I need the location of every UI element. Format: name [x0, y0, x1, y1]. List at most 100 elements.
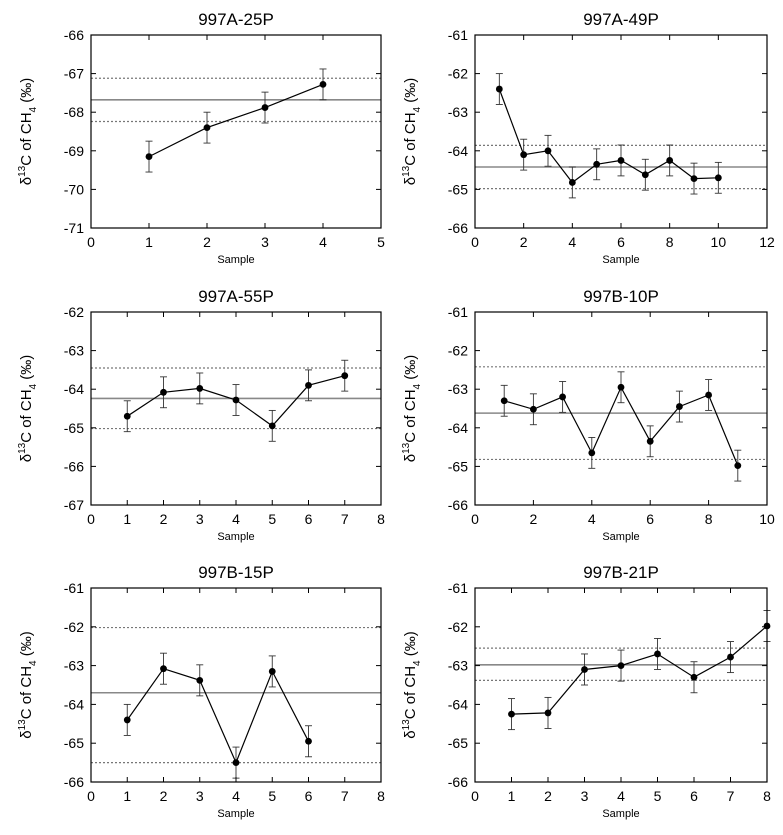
y-tick-label: -70 — [64, 181, 84, 197]
y-label-subscript: 4 — [412, 660, 423, 666]
data-point — [160, 388, 167, 396]
data-point — [500, 397, 508, 405]
x-tick-label: 6 — [646, 511, 654, 527]
data-point — [727, 653, 734, 661]
data-point — [508, 710, 515, 718]
data-point — [705, 391, 712, 399]
y-label-delta: δ — [402, 177, 419, 185]
data-point — [319, 81, 327, 88]
y-tick-label: -65 — [64, 420, 84, 436]
panel-997A-25P: 997A-25P 0 1 2 3 4 5 -71 -70 -69 -68 -67 -66 Sample δ1… — [17, 10, 385, 266]
y-tick-label: -64 — [448, 696, 468, 712]
y-label-superscript: 13 — [401, 719, 412, 731]
x-tick-label: 6 — [617, 234, 625, 250]
y-tick-label: -66 — [448, 497, 468, 513]
y-label-unit: (‰) — [402, 78, 419, 107]
x-axis-label: Sample — [602, 808, 639, 820]
data-point — [617, 662, 625, 669]
x-tick-label: 8 — [377, 511, 385, 527]
x-tick-label: 0 — [87, 788, 95, 804]
x-axis-label: Sample — [602, 531, 639, 543]
data-point — [690, 673, 698, 681]
data-point — [641, 171, 649, 179]
data-point — [123, 716, 131, 724]
x-tick-label: 6 — [690, 788, 698, 804]
y-label-subscript: 4 — [28, 383, 39, 389]
panel-title: 997A-49P — [583, 10, 659, 29]
y-tick-label: -61 — [448, 580, 468, 596]
x-tick-label: 0 — [87, 234, 95, 250]
x-tick-label: 7 — [341, 511, 349, 527]
data-point — [666, 157, 674, 164]
x-tick-label: 2 — [530, 511, 538, 527]
panel-997A-49P: 997A-49P 0 2 4 6 8 10 12 -66 -65 -64 -63 -62 -61 Sampl… — [401, 10, 775, 266]
y-tick-label: -66 — [64, 27, 84, 43]
y-label-delta: δ — [18, 177, 35, 185]
x-tick-label: 4 — [588, 511, 596, 527]
x-tick-label: 2 — [544, 788, 552, 804]
data-point — [654, 650, 661, 658]
data-point — [588, 449, 596, 457]
y-tick-label: -69 — [64, 143, 84, 159]
x-tick-label: 3 — [261, 234, 269, 250]
data-point — [617, 157, 625, 164]
y-tick-label: -63 — [64, 658, 84, 674]
x-tick-label: 3 — [581, 788, 589, 804]
y-tick-label: -63 — [64, 343, 84, 359]
y-tick-label: -64 — [448, 143, 468, 159]
y-tick-label: -64 — [64, 381, 84, 397]
x-tick-label: 3 — [196, 511, 204, 527]
x-axis-label: Sample — [217, 808, 254, 820]
x-tick-label: 12 — [759, 234, 775, 250]
y-tick-label: -65 — [448, 735, 468, 751]
y-label-mid: C of CH — [402, 389, 419, 442]
data-point — [593, 160, 601, 168]
y-tick-label: -66 — [64, 458, 84, 474]
x-tick-label: 4 — [568, 234, 576, 250]
y-label-unit: (‰) — [402, 631, 419, 660]
data-point — [123, 412, 131, 420]
x-tick-label: 5 — [654, 788, 662, 804]
y-label-subscript: 4 — [412, 383, 423, 389]
x-tick-label: 2 — [203, 234, 211, 250]
panel-title: 997B-15P — [198, 563, 274, 582]
y-tick-label: -66 — [64, 774, 84, 790]
x-tick-label: 1 — [145, 234, 153, 250]
y-tick-label: -62 — [448, 66, 468, 82]
data-point — [646, 437, 654, 445]
x-tick-label: 6 — [305, 788, 313, 804]
y-label-unit: (‰) — [18, 631, 35, 660]
y-label-mid: C of CH — [402, 112, 419, 165]
x-tick-label: 4 — [617, 788, 625, 804]
y-tick-label: -63 — [448, 381, 468, 397]
y-tick-label: -71 — [64, 220, 84, 236]
data-point — [690, 175, 698, 182]
y-tick-label: -64 — [64, 696, 84, 712]
y-label-subscript: 4 — [28, 660, 39, 666]
y-tick-label: -62 — [64, 304, 84, 320]
x-tick-label: 1 — [123, 788, 131, 804]
data-line — [511, 625, 768, 715]
y-label-delta: δ — [402, 730, 419, 738]
x-axis-label: Sample — [602, 254, 639, 266]
data-point — [305, 737, 312, 745]
y-label-unit: (‰) — [18, 78, 35, 107]
panel-title: 997A-25P — [198, 10, 274, 29]
plot-frame — [474, 311, 768, 506]
x-tick-label: 6 — [305, 511, 313, 527]
x-tick-label: 8 — [377, 788, 385, 804]
y-axis-label: δ13C of CH4 (‰) — [401, 78, 423, 186]
x-tick-label: 4 — [319, 234, 327, 250]
panel-997B-15P: 997B-15P 0 1 2 3 4 5 6 7 8 -66 -65 -64 -63 -62 -61 Sampl… — [17, 563, 385, 820]
y-label-superscript: 13 — [17, 719, 28, 731]
y-tick-label: -61 — [64, 580, 84, 596]
y-tick-label: -62 — [448, 619, 468, 635]
data-point — [714, 174, 722, 182]
plot-frame — [90, 34, 382, 229]
panel-title: 997B-21P — [583, 563, 659, 582]
x-tick-label: 0 — [471, 234, 479, 250]
y-label-superscript: 13 — [17, 442, 28, 454]
data-line — [148, 83, 324, 158]
y-tick-label: -67 — [64, 497, 84, 513]
